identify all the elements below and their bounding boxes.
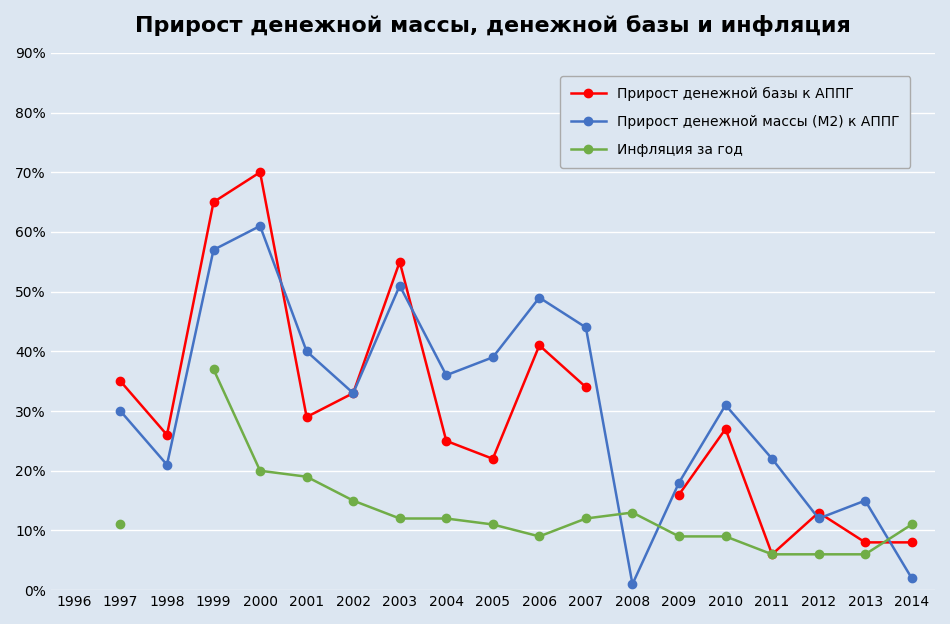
Legend: Прирост денежной базы к АППГ, Прирост денежной массы (М2) к АППГ, Инфляция за го: Прирост денежной базы к АППГ, Прирост де…	[560, 76, 910, 168]
Прирост денежной базы к АППГ	[301, 413, 313, 421]
Line: Прирост денежной базы к АППГ: Прирост денежной базы к АППГ	[116, 168, 590, 463]
Line: Прирост денежной массы (М2) к АППГ: Прирост денежной массы (М2) к АППГ	[116, 222, 916, 588]
Прирост денежной базы к АППГ	[255, 168, 266, 176]
Прирост денежной массы (М2) к АППГ	[301, 348, 313, 355]
Прирост денежной массы (М2) к АППГ	[487, 354, 499, 361]
Прирост денежной массы (М2) к АППГ	[767, 455, 778, 462]
Прирост денежной базы к АППГ	[162, 431, 173, 439]
Прирост денежной массы (М2) к АППГ	[906, 575, 918, 582]
Прирост денежной массы (М2) к АППГ	[441, 371, 452, 379]
Прирост денежной массы (М2) к АППГ	[394, 282, 406, 290]
Прирост денежной массы (М2) к АППГ	[627, 580, 638, 588]
Прирост денежной массы (М2) к АППГ	[162, 461, 173, 469]
Прирост денежной базы к АППГ	[208, 198, 219, 206]
Прирост денежной базы к АППГ	[115, 378, 126, 385]
Прирост денежной массы (М2) к АППГ	[208, 246, 219, 253]
Прирост денежной массы (М2) к АППГ	[813, 515, 825, 522]
Прирост денежной базы к АППГ	[348, 389, 359, 397]
Прирост денежной массы (М2) к АППГ	[255, 222, 266, 230]
Прирост денежной базы к АППГ	[580, 383, 592, 391]
Прирост денежной массы (М2) к АППГ	[348, 389, 359, 397]
Прирост денежной базы к АППГ	[441, 437, 452, 445]
Прирост денежной базы к АППГ	[534, 341, 545, 349]
Прирост денежной массы (М2) к АППГ	[115, 407, 126, 415]
Прирост денежной базы к АППГ	[394, 258, 406, 266]
Прирост денежной массы (М2) к АППГ	[860, 497, 871, 504]
Прирост денежной базы к АППГ	[487, 455, 499, 462]
Прирост денежной массы (М2) к АППГ	[674, 479, 685, 487]
Title: Прирост денежной массы, денежной базы и инфляция: Прирост денежной массы, денежной базы и …	[135, 15, 851, 36]
Прирост денежной массы (М2) к АППГ	[720, 401, 732, 409]
Прирост денежной массы (М2) к АППГ	[534, 294, 545, 301]
Прирост денежной массы (М2) к АППГ	[580, 324, 592, 331]
